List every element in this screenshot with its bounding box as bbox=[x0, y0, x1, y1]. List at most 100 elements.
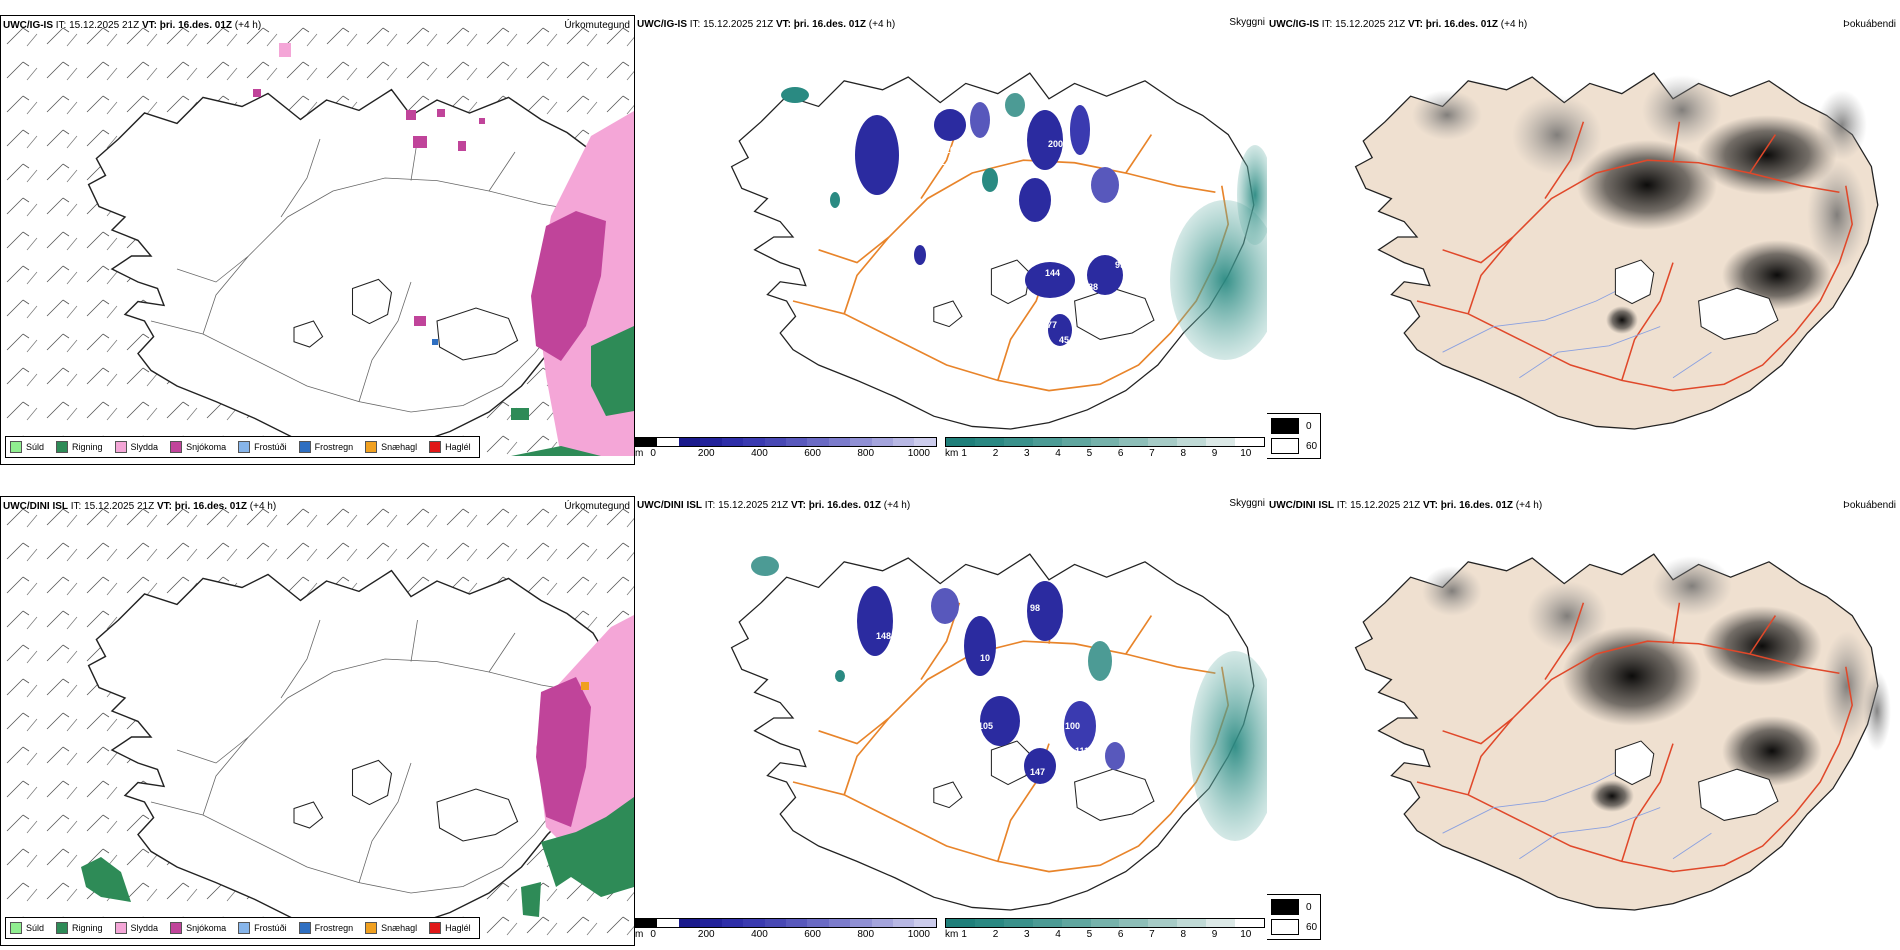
colorbar-tick: 9 bbox=[1211, 448, 1218, 459]
colorbar-unit: km bbox=[945, 929, 959, 940]
cloud-panel-row1: 49 98 91 200 12 8 166 2 57 81 99 144 88 … bbox=[635, 15, 1267, 465]
colorbar-swatch bbox=[828, 919, 851, 927]
cloud-label: 98 bbox=[1030, 603, 1040, 613]
snow-area bbox=[531, 211, 606, 361]
colorbar-tick: 6 bbox=[1117, 929, 1124, 940]
colorbar-tick: 600 bbox=[804, 448, 821, 459]
cloud-label: 107 bbox=[1065, 626, 1080, 636]
colorbar-swatch bbox=[914, 438, 936, 446]
panel-title: Úrkomutegund bbox=[564, 20, 630, 31]
colorbar-tick: 5 bbox=[1086, 448, 1093, 459]
colorbar-swatch bbox=[657, 438, 679, 446]
precip-panel-row1: UWC/IG-IS IT: 15.12.2025 21Z VT: þri. 16… bbox=[0, 15, 635, 465]
colorbar-tick: 10 bbox=[1240, 929, 1252, 940]
legend-item: Snjókoma bbox=[170, 441, 226, 453]
colorbar-swatch bbox=[1090, 438, 1120, 446]
cloud-label: 148 bbox=[876, 631, 891, 641]
panel-title: Úrkomutegund bbox=[564, 501, 630, 512]
panel-header: UWC/DINI ISL IT: 15.12.2025 21Z VT: þri.… bbox=[1269, 500, 1543, 511]
panel-header: UWC/IG-IS IT: 15.12.2025 21Z VT: þri. 16… bbox=[637, 19, 896, 30]
cloud-label: 91 bbox=[1090, 127, 1100, 137]
colorbar-swatch bbox=[893, 438, 915, 446]
colorbar-swatch bbox=[657, 919, 679, 927]
colorbar-swatch bbox=[636, 919, 658, 927]
rain-area bbox=[591, 326, 634, 416]
legend-item: Frostúði bbox=[238, 441, 287, 453]
colorbar-swatch bbox=[743, 438, 765, 446]
colorbar-tick: 800 bbox=[857, 448, 875, 459]
fog-high-swatch bbox=[1271, 899, 1299, 915]
panel-title: Þokuábendi bbox=[1843, 500, 1896, 511]
legend-item: Haglél bbox=[429, 922, 471, 934]
height-colorbar-labels: m 0 200 400 600 800 1000 bbox=[635, 929, 937, 941]
visibility-colorbar-labels: km 1 2 3 4 5 6 7 8 9 10 bbox=[945, 929, 1265, 941]
colorbar-swatch bbox=[1061, 919, 1091, 927]
colorbar-swatch bbox=[721, 438, 744, 446]
colorbar-swatch bbox=[1177, 438, 1207, 446]
legend-item: Haglél bbox=[429, 441, 471, 453]
visibility-colorbar-swatches bbox=[945, 918, 1265, 928]
cloud-label: 2 bbox=[940, 157, 945, 167]
fog-panel-row1: UWC/IG-IS IT: 15.12.2025 21Z VT: þri. 16… bbox=[1267, 15, 1900, 465]
colorbar-tick: 7 bbox=[1149, 448, 1155, 459]
colorbar-tick: 3 bbox=[1023, 448, 1030, 459]
colorbar-swatch bbox=[1032, 919, 1062, 927]
colorbar-swatch bbox=[785, 438, 808, 446]
precip-legend: Súld Rigning Slydda Snjókoma Frostúði Fr… bbox=[5, 917, 480, 939]
snow-area bbox=[536, 677, 591, 827]
colorbar-tick: 600 bbox=[804, 929, 821, 940]
fog-legend: 0 60 bbox=[1267, 413, 1321, 459]
cloud-label: 166 bbox=[945, 145, 960, 155]
colorbar-tick: 1 bbox=[961, 448, 967, 459]
precip-legend: Súld Rigning Slydda Snjókoma Frostúði Fr… bbox=[5, 436, 480, 458]
colorbar-swatch bbox=[946, 919, 975, 927]
colorbar-swatch bbox=[721, 919, 744, 927]
legend-item: Rigning bbox=[56, 441, 103, 453]
colorbar-swatch bbox=[764, 438, 786, 446]
colorbar-swatch bbox=[807, 438, 829, 446]
fog-map bbox=[1354, 553, 1891, 911]
cloud-map: 98 200 107 10 105 100 111 147 174 148 bbox=[730, 553, 1267, 911]
cloud-label: 98 bbox=[1030, 100, 1040, 110]
colorbar-swatch bbox=[700, 438, 722, 446]
colorbar-tick: 3 bbox=[1023, 929, 1030, 940]
colorbar-tick: 1 bbox=[961, 929, 967, 940]
panel-header: UWC/IG-IS IT: 15.12.2025 21Z VT: þri. 16… bbox=[1269, 19, 1528, 30]
colorbar-swatch bbox=[1235, 919, 1264, 927]
fog-panel-row2: UWC/DINI ISL IT: 15.12.2025 21Z VT: þri.… bbox=[1267, 496, 1900, 946]
fog-legend: 0 60 bbox=[1267, 894, 1321, 940]
cloud-label: 10 bbox=[980, 653, 990, 663]
colorbar-unit: km bbox=[945, 448, 959, 459]
cloud-label: 88 bbox=[1088, 282, 1098, 292]
colorbar-swatch bbox=[914, 919, 936, 927]
height-colorbar-swatches bbox=[635, 437, 937, 447]
cloud-base-labels: 49 98 91 200 12 8 166 2 57 81 99 144 88 … bbox=[940, 89, 1142, 345]
colorbar-tick: 8 bbox=[1180, 448, 1186, 459]
cloud-label: 45 bbox=[1059, 335, 1069, 345]
cloud-label: 8 bbox=[1055, 192, 1060, 202]
cloud-map: 49 98 91 200 12 8 166 2 57 81 99 144 88 … bbox=[730, 72, 1267, 430]
colorbar-swatch bbox=[1119, 919, 1149, 927]
panel-title: Skyggni bbox=[1229, 498, 1265, 509]
colorbar-tick: 5 bbox=[1086, 929, 1093, 940]
legend-item: Frostregn bbox=[298, 922, 353, 934]
panel-header: UWC/IG-IS IT: 15.12.2025 21Z VT: þri. 16… bbox=[3, 20, 262, 31]
colorbar-swatch bbox=[1148, 919, 1178, 927]
colorbar-swatch bbox=[764, 919, 786, 927]
colorbar-swatch bbox=[1090, 919, 1120, 927]
colorbar-swatch bbox=[636, 438, 658, 446]
cloud-label: 111 bbox=[1075, 746, 1089, 756]
rain-area bbox=[541, 797, 634, 897]
colorbar-swatch bbox=[974, 438, 1004, 446]
colorbar-swatch bbox=[807, 919, 829, 927]
cloud-label: 57 bbox=[1132, 185, 1142, 195]
fog-high-swatch bbox=[1271, 418, 1299, 434]
visibility-colorbar: km 1 2 3 4 5 6 7 8 9 10 bbox=[945, 437, 1265, 460]
colorbar-swatch bbox=[1003, 919, 1033, 927]
colorbar-tick: 1000 bbox=[907, 929, 930, 940]
visibility-colorbar-labels: km 1 2 3 4 5 6 7 8 9 10 bbox=[945, 448, 1265, 460]
colorbar-tick: 800 bbox=[857, 929, 875, 940]
cloud-label: 12 bbox=[1053, 170, 1063, 180]
cloud-label: 200 bbox=[1048, 139, 1063, 149]
cloud-label: 100 bbox=[1065, 721, 1080, 731]
